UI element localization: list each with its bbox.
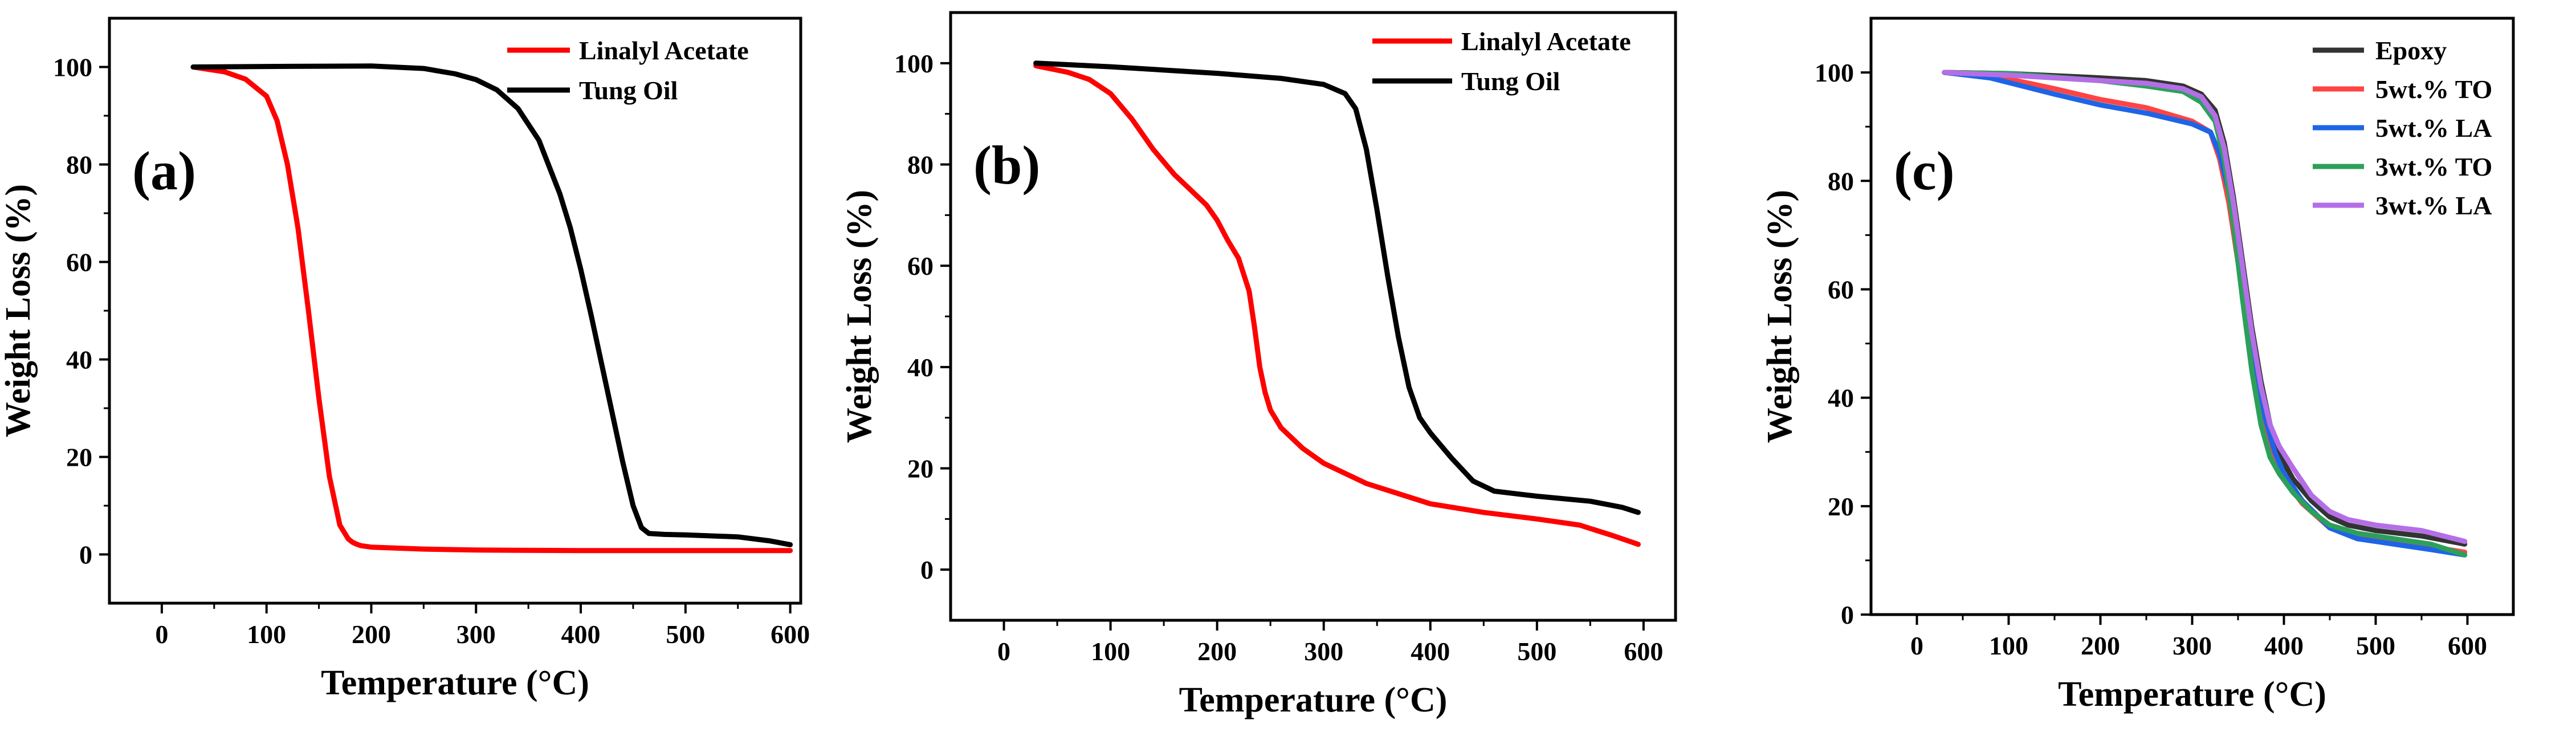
x-tick-label: 300 bbox=[456, 620, 496, 649]
x-tick-label: 200 bbox=[2081, 631, 2120, 660]
legend-label: Linalyl Acetate bbox=[1461, 27, 1631, 56]
y-tick-label: 40 bbox=[1828, 384, 1854, 413]
y-tick-label: 80 bbox=[1828, 166, 1854, 196]
plot-frame bbox=[949, 11, 1677, 622]
legend: Linalyl Acetate Tung Oil bbox=[1372, 27, 1631, 96]
x-tick-label: 600 bbox=[771, 620, 810, 649]
series-line-5wt-to bbox=[1942, 70, 2468, 555]
x-tick-label: 200 bbox=[1197, 637, 1237, 666]
series-line-tung-oil bbox=[1033, 60, 1641, 515]
x-tick-label: 0 bbox=[997, 637, 1010, 666]
chart-panel-a: 0 100 200 300 400 500 600 0 20 40 60 80 100 Temperatu… bbox=[0, 17, 810, 702]
legend-label: 3wt.% TO bbox=[2375, 152, 2492, 181]
x-tick-label: 100 bbox=[1091, 637, 1130, 666]
x-axis-title: Temperature (°C) bbox=[1179, 681, 1448, 719]
x-tick-label: 100 bbox=[247, 620, 286, 649]
y-tick-label: 20 bbox=[66, 443, 92, 472]
y-axis-title: Weight Loss (%) bbox=[840, 190, 879, 443]
plot-frame bbox=[108, 17, 802, 605]
legend-label: Epoxy bbox=[2375, 36, 2447, 65]
legend-label: Tung Oil bbox=[579, 76, 678, 105]
plot-frame bbox=[1869, 17, 2515, 616]
x-tick-label: 600 bbox=[2448, 631, 2487, 660]
y-tick-label: 20 bbox=[1828, 492, 1854, 521]
y-tick-label: 60 bbox=[907, 251, 934, 280]
y-tick-label: 20 bbox=[907, 454, 934, 483]
y-tick-label: 0 bbox=[1841, 600, 1854, 629]
series-line-tung-oil bbox=[190, 63, 793, 547]
y-axis-title: Weight Loss (%) bbox=[0, 184, 38, 437]
y-tick-label: 40 bbox=[66, 345, 92, 375]
panel-label: (a) bbox=[132, 140, 196, 201]
y-tick-label: 60 bbox=[1828, 275, 1854, 304]
series-line-epoxy bbox=[1942, 70, 2468, 547]
legend-label: 3wt.% LA bbox=[2375, 191, 2492, 220]
x-tick-label: 0 bbox=[1910, 631, 1923, 660]
y-tick-label: 0 bbox=[920, 555, 934, 584]
x-axis-title: Temperature (°C) bbox=[321, 664, 589, 702]
x-tick-label: 0 bbox=[155, 620, 168, 649]
x-axis-title: Temperature (°C) bbox=[2058, 675, 2326, 714]
legend: Linalyl Acetate Tung Oil bbox=[507, 36, 749, 105]
chart-panel-c: 0 100 200 300 400 500 600 0 20 40 60 80 100 Temperatu… bbox=[1760, 17, 2515, 714]
x-tick-label: 500 bbox=[666, 620, 705, 649]
legend-label: Tung Oil bbox=[1461, 67, 1560, 96]
y-tick-label: 80 bbox=[66, 151, 92, 180]
legend-label: 5wt.% LA bbox=[2375, 113, 2492, 143]
x-tick-label: 600 bbox=[1624, 637, 1663, 666]
y-tick-label: 0 bbox=[79, 540, 92, 570]
x-tick-label: 300 bbox=[1304, 637, 1343, 666]
x-tick-label: 400 bbox=[561, 620, 601, 649]
x-tick-label: 200 bbox=[352, 620, 391, 649]
x-tick-label: 100 bbox=[1989, 631, 2028, 660]
y-tick-label: 100 bbox=[1815, 58, 1854, 87]
x-tick-label: 400 bbox=[1411, 637, 1450, 666]
panel-label: (c) bbox=[1894, 140, 1955, 201]
x-tick-label: 400 bbox=[2264, 631, 2304, 660]
legend-label: 5wt.% TO bbox=[2375, 75, 2492, 104]
legend: Epoxy 5wt.% TO 5wt.% LA 3wt.% TO 3wt.% LA bbox=[2313, 36, 2492, 220]
panel-label: (b) bbox=[973, 135, 1040, 196]
series-line-3wt-to bbox=[1942, 70, 2468, 558]
series-line-linalyl-acetate bbox=[190, 64, 793, 554]
y-tick-label: 40 bbox=[907, 353, 934, 382]
y-tick-label: 60 bbox=[66, 248, 92, 277]
y-tick-label: 100 bbox=[53, 53, 92, 82]
x-tick-label: 500 bbox=[2356, 631, 2395, 660]
x-tick-label: 500 bbox=[1517, 637, 1556, 666]
x-tick-label: 300 bbox=[2173, 631, 2212, 660]
chart-panel-b: 0 100 200 300 400 500 600 0 20 40 60 80 100 Temperatu… bbox=[840, 11, 1677, 719]
y-axis-title: Weight Loss (%) bbox=[1760, 190, 1799, 443]
series-line-3wt-la bbox=[1942, 70, 2468, 544]
series-line-5wt-la bbox=[1942, 70, 2468, 558]
y-tick-label: 80 bbox=[907, 151, 934, 180]
legend-label: Linalyl Acetate bbox=[579, 36, 749, 65]
y-tick-label: 100 bbox=[894, 49, 934, 78]
series-line-linalyl-acetate bbox=[1033, 63, 1641, 547]
